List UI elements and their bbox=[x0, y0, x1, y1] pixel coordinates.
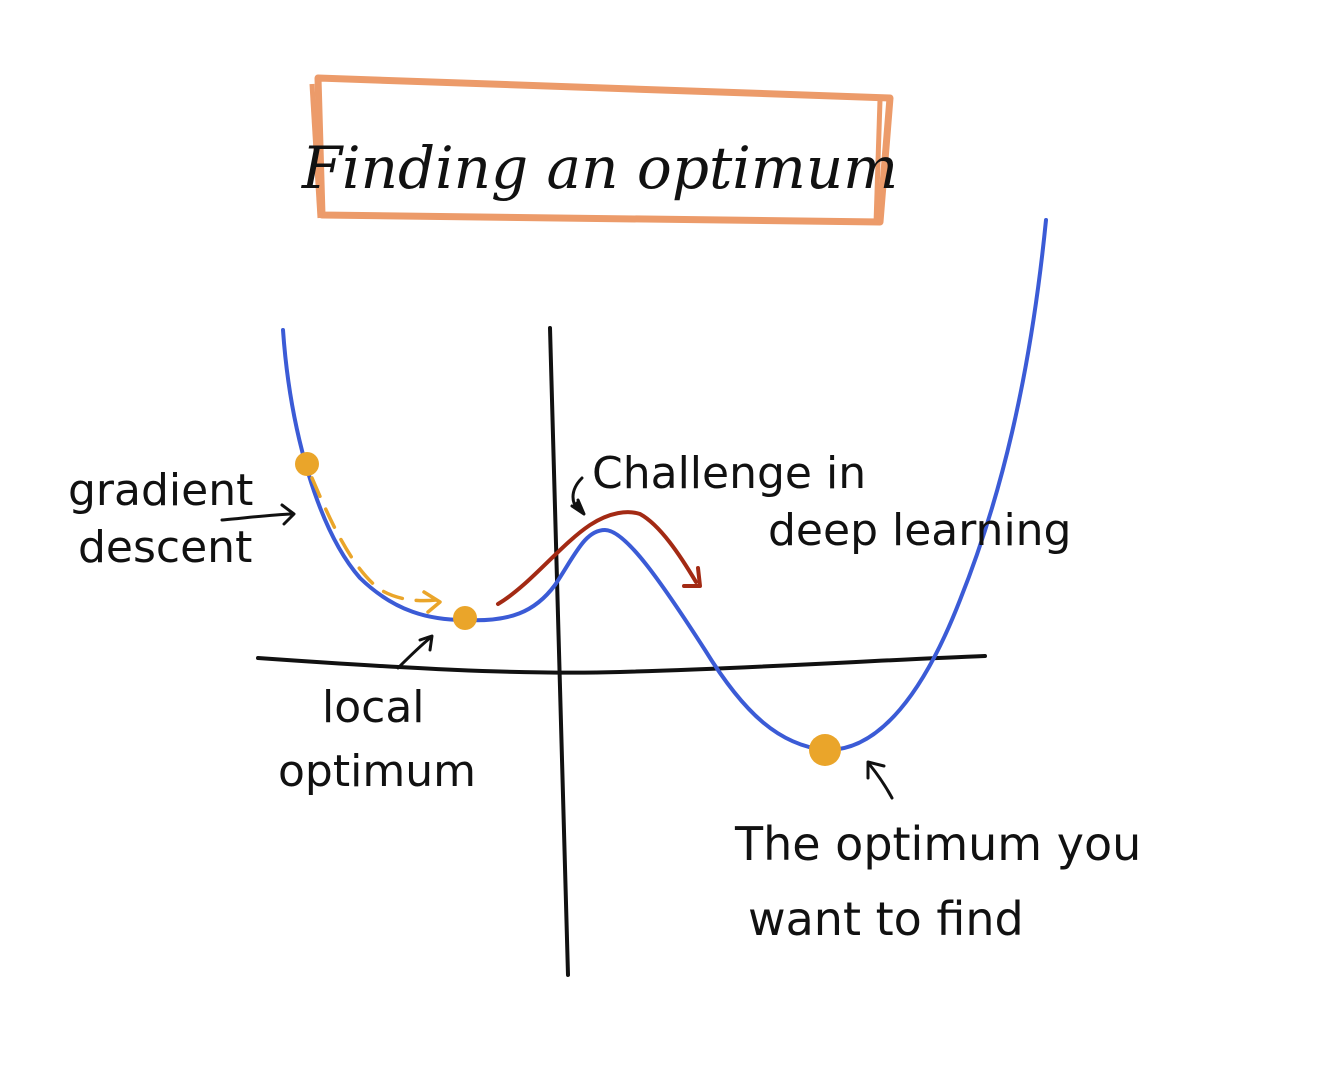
local-optimum-pointer bbox=[396, 636, 432, 670]
title-box-stroke bbox=[309, 83, 323, 219]
local-optimum-dot bbox=[453, 606, 477, 630]
title-box-stroke bbox=[873, 99, 883, 225]
title-box-border bbox=[314, 74, 894, 226]
global-optimum-dot bbox=[809, 734, 841, 766]
local-optimum-label-line1: local bbox=[322, 682, 425, 733]
gradient-descent-path bbox=[310, 476, 438, 603]
local-optimum-label-line2: optimum bbox=[278, 746, 476, 797]
y-axis bbox=[548, 326, 570, 977]
loss-curve bbox=[281, 218, 1048, 753]
challenge-label-line2: deep learning bbox=[768, 505, 1072, 556]
gradient-descent-label-line1: gradient bbox=[68, 465, 253, 516]
global-optimum-pointer bbox=[868, 763, 894, 800]
global-optimum-label-line2: want to find bbox=[748, 892, 1024, 946]
gradient-descent-pointer-head bbox=[280, 503, 296, 526]
challenge-pointer-head bbox=[570, 498, 586, 516]
start-point-dot bbox=[295, 452, 319, 476]
global-optimum-pointer-head bbox=[866, 760, 886, 780]
gradient-descent-pointer bbox=[220, 512, 294, 522]
x-axis bbox=[256, 654, 987, 675]
local-optimum-pointer-head bbox=[418, 634, 434, 652]
page-title: Finding an optimum bbox=[301, 134, 898, 202]
challenge-label-line1: Challenge in bbox=[592, 448, 866, 499]
global-optimum-label-line1: The optimum you bbox=[734, 817, 1141, 871]
title-box: Finding an optimum bbox=[301, 74, 898, 226]
gradient-descent-label-line2: descent bbox=[78, 522, 252, 573]
challenge-path bbox=[496, 510, 698, 606]
gradient-descent-arrowhead bbox=[422, 590, 442, 614]
challenge-arrowhead bbox=[682, 566, 702, 588]
